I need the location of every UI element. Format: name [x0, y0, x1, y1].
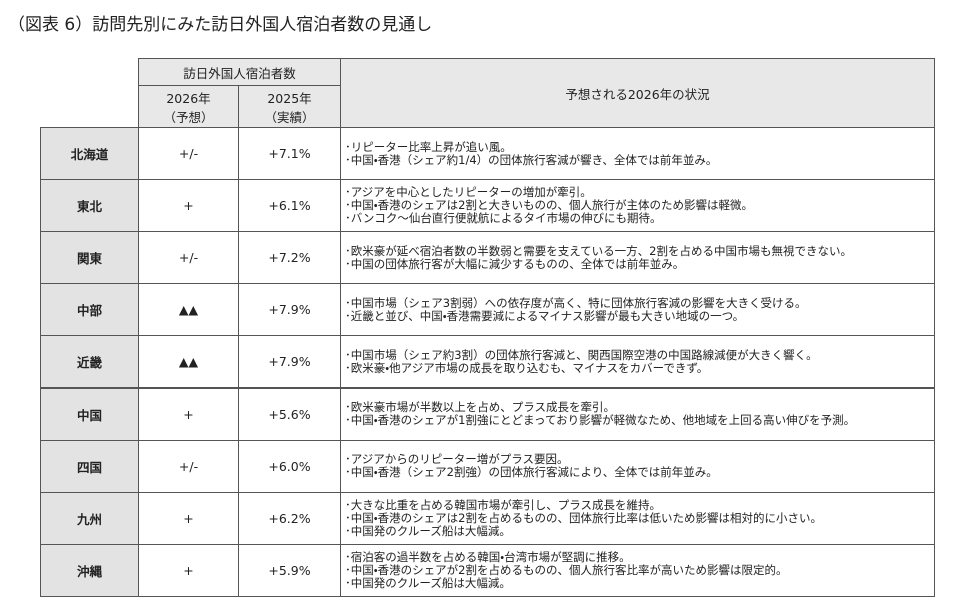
header-group: 訪日外国人宿泊者数 — [138, 58, 341, 86]
region: 近畿 — [76, 355, 102, 371]
region-cell: 中部 — [40, 283, 139, 337]
region-cell: 四国 — [40, 439, 139, 493]
note-line: ･中国発のクルーズ船は大幅減。 — [345, 523, 511, 538]
note-line: ･アジアからのリピーター増がプラス要因。 — [345, 452, 569, 467]
notes-cell: ･アジアからのリピーター増がプラス要因。 ･中国・香港（シェア2割強）の団体旅行客… — [340, 439, 935, 493]
region-cell: 東北 — [40, 179, 139, 233]
note-line: ･欧米豪・他アジア市場の成長を取り込むも、マイナスをカバーできず。 — [345, 360, 709, 375]
region-cell: 中国 — [40, 387, 139, 441]
note-line: ･中国・香港のシェアが1割強にとどまっており影響が軽微なため、他地域を上回る高い… — [345, 413, 856, 428]
actual-cell: +6.1% — [238, 179, 341, 233]
forecast-cell: + — [138, 491, 239, 545]
actual: +7.2% — [268, 250, 311, 266]
actual-cell: +6.0% — [238, 439, 341, 493]
region: 北海道 — [70, 147, 109, 163]
notes-cell: ･アジアを中心としたリピーターの増加が牽引。 ･中国・香港のシェアは2割と大きいも… — [340, 179, 935, 233]
header-text: 2025年 — [267, 90, 312, 106]
note-line: ･リピーター比率上昇が追い風。 — [345, 139, 512, 154]
note-line: ･中国・香港のシェアは2割と大きいものの、個人旅行が主体のため影響は軽微。 — [345, 198, 753, 213]
region: 中国 — [76, 407, 102, 423]
forecast-cell: ▲▲ — [138, 335, 239, 389]
actual: +5.9% — [268, 562, 311, 578]
note-line: ･中国市場（シェア3割弱）への依存度が高く、特に団体旅行客減の影響を大きく受ける… — [345, 295, 807, 310]
forecast-cell: + — [138, 387, 239, 441]
forecast: + — [183, 510, 194, 526]
header-text: 2026年 — [166, 90, 211, 106]
note-line: ･宿泊客の過半数を占める韓国・台湾市場が堅調に推移。 — [345, 549, 631, 564]
forecast: + — [183, 562, 194, 578]
notes-cell: ･欧米豪市場が半数以上を占め、プラス成長を牽引。 ･中国・香港のシェアが1割強にと… — [340, 387, 935, 441]
actual-cell: +7.9% — [238, 283, 341, 337]
region: 中部 — [76, 303, 102, 319]
actual: +5.6% — [268, 406, 311, 422]
actual: +7.9% — [268, 354, 311, 370]
actual-cell: +5.6% — [238, 387, 341, 441]
title: （図表 6）訪問先別にみた訪日外国人宿泊者数の見通し — [8, 15, 433, 35]
notes-cell: ･中国市場（シェア約3割）の団体旅行客減と、関西国際空港の中国路線減便が大きく響… — [340, 335, 935, 389]
actual: +7.1% — [268, 146, 311, 162]
note-line: ･バンコク～仙台直行便就航によるタイ市場の伸びにも期待。 — [345, 211, 662, 226]
region-cell: 近畿 — [40, 335, 139, 389]
note-line: ･大きな比重を占める韓国市場が牽引し、プラス成長を維持。 — [345, 497, 662, 512]
region-cell: 北海道 — [40, 127, 139, 181]
note-line: ･中国発のクルーズ船は大幅減。 — [345, 575, 511, 590]
header-notes: 予想される2026年の状況 — [340, 58, 935, 128]
forecast-cell: + — [138, 179, 239, 233]
region-cell: 関東 — [40, 231, 139, 285]
header-text: 訪日外国人宿泊者数 — [183, 65, 296, 81]
actual-cell: +7.1% — [238, 127, 341, 181]
region: 関東 — [76, 251, 102, 267]
region-cell: 九州 — [40, 491, 139, 545]
actual-cell: +7.2% — [238, 231, 341, 285]
actual: +6.1% — [268, 198, 311, 214]
forecast: +/- — [178, 250, 199, 266]
forecast-cell: +/- — [138, 231, 239, 285]
note-line: ･近畿と並び、中国・香港需要減によるマイナス影響が最も大きい地域の一つ。 — [345, 308, 745, 323]
forecast-cell: ▲▲ — [138, 283, 239, 337]
header-cell: 2026年 （予想） — [138, 85, 239, 128]
region-cell: 沖縄 — [40, 543, 139, 597]
forecast-cell: +/- — [138, 127, 239, 181]
forecast: ▲▲ — [178, 354, 199, 370]
note-line: ･中国・香港（シェア約1/4）の団体旅行客減が響き、全体では前年並み。 — [345, 152, 718, 167]
notes-cell: ･中国市場（シェア3割弱）への依存度が高く、特に団体旅行客減の影響を大きく受ける… — [340, 283, 935, 337]
notes-cell: ･欧米豪が延べ宿泊者数の半数弱と需要を支えている一方、2割を占める中国市場も無視… — [340, 231, 935, 285]
forecast: + — [183, 198, 194, 214]
header-text: （予想） — [163, 109, 214, 125]
header-text: （実績） — [264, 109, 315, 125]
region: 東北 — [76, 199, 102, 215]
note-line: ･アジアを中心としたリピーターの増加が牽引。 — [345, 185, 592, 200]
note-line: ･中国・香港のシェアは2割を占めるものの、団体旅行比率は低いため影響は相対的に小… — [345, 510, 822, 525]
note-line: ･中国市場（シェア約3割）の団体旅行客減と、関西国際空港の中国路線減便が大きく響… — [345, 347, 818, 362]
region: 四国 — [76, 459, 102, 475]
region: 九州 — [76, 511, 102, 527]
note-line: ･中国・香港（シェア2割強）の団体旅行客減により、全体では前年並み。 — [345, 465, 718, 480]
header-text: 予想される2026年の状況 — [565, 86, 710, 102]
forecast: + — [183, 406, 194, 422]
actual: +7.9% — [268, 302, 311, 318]
notes-cell: ･宿泊客の過半数を占める韓国・台湾市場が堅調に推移。 ･中国・香港のシェアが2割を… — [340, 543, 935, 597]
notes-cell: ･大きな比重を占める韓国市場が牽引し、プラス成長を維持。 ･中国・香港のシェアは2… — [340, 491, 935, 545]
forecast: ▲▲ — [178, 302, 199, 318]
actual-cell: +7.9% — [238, 335, 341, 389]
header-cell: 2025年 （実績） — [238, 85, 341, 128]
note-line: ･欧米豪が延べ宿泊者数の半数弱と需要を支えている一方、2割を占める中国市場も無視… — [345, 243, 852, 258]
actual: +6.0% — [268, 458, 311, 474]
actual: +6.2% — [268, 510, 311, 526]
forecast-cell: +/- — [138, 439, 239, 493]
region: 沖縄 — [76, 563, 102, 579]
forecast-cell: + — [138, 543, 239, 597]
forecast: +/- — [178, 458, 199, 474]
note-line: ･欧米豪市場が半数以上を占め、プラス成長を牽引。 — [345, 400, 616, 415]
forecast: +/- — [178, 146, 199, 162]
notes-cell: ･リピーター比率上昇が追い風。 ･中国・香港（シェア約1/4）の団体旅行客減が響き… — [340, 127, 935, 181]
note-line: ･中国の団体旅行客が大幅に減少するものの、全体では前年並み。 — [345, 256, 685, 271]
actual-cell: +5.9% — [238, 543, 341, 597]
note-line: ･中国・香港のシェアが2割を占めるものの、個人旅行客比率が高いため影響は限定的。 — [345, 562, 788, 577]
actual-cell: +6.2% — [238, 491, 341, 545]
